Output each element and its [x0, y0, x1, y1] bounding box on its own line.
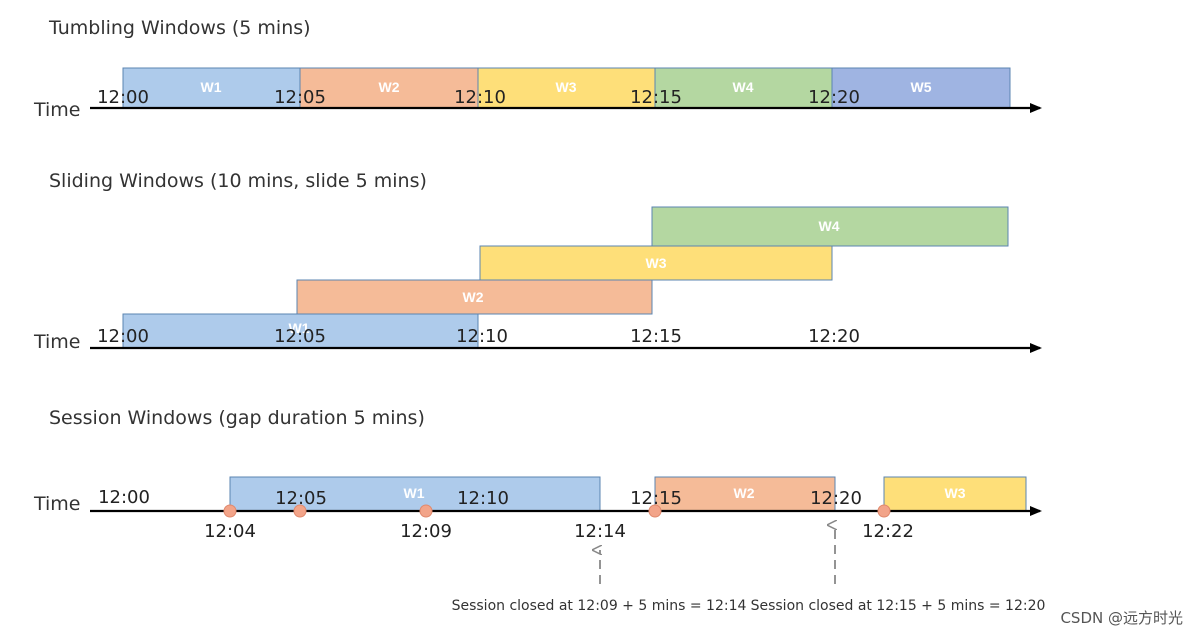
- session-windows: W1 W2 W3: [229, 476, 1027, 512]
- tumbling-window-w5-label: W5: [911, 79, 932, 95]
- tumbling-time-label: Time: [33, 99, 81, 121]
- tumbling-tick-1215: 12:15: [630, 87, 682, 108]
- tumbling-window-w1-label: W1: [201, 79, 222, 95]
- event-label-1204: 12:04: [204, 521, 256, 542]
- session-events: [223, 504, 891, 518]
- event-dot-1215: [648, 504, 662, 518]
- sliding-window-w1: [122, 313, 479, 349]
- sliding-windows: W4 W3 W2 W1: [122, 206, 1009, 349]
- event-label-1209: 12:09: [400, 521, 452, 542]
- sliding-tick-1220: 12:20: [808, 326, 860, 347]
- session-window-w1-label: W1: [404, 485, 425, 501]
- session-tick-1210: 12:10: [457, 488, 509, 509]
- sliding-tick-1205: 12:05: [274, 326, 326, 347]
- sliding-window-w4-label: W4: [819, 218, 840, 234]
- watermark: CSDN @远方时光: [1060, 609, 1183, 627]
- event-dot-1204: [223, 504, 237, 518]
- tumbling-window-w4-label: W4: [733, 79, 754, 95]
- session-section: Session Windows (gap duration 5 mins) W1…: [33, 407, 1045, 614]
- sliding-tick-1215: 12:15: [630, 326, 682, 347]
- tumbling-tick-1200: 12:00: [97, 87, 149, 108]
- event-dot-1222: [877, 504, 891, 518]
- tumbling-window-w3-label: W3: [556, 79, 577, 95]
- sliding-window-w4: [651, 206, 1009, 247]
- session-tick-1205: 12:05: [275, 488, 327, 509]
- sliding-tick-1200: 12:00: [97, 326, 149, 347]
- tumbling-section: Tumbling Windows (5 mins) W1 W2 W3 W4 W5…: [33, 17, 1042, 121]
- tumbling-title: Tumbling Windows (5 mins): [48, 17, 311, 39]
- tumbling-window-w4: [654, 67, 833, 109]
- sliding-time-label: Time: [33, 331, 81, 353]
- sliding-section: Sliding Windows (10 mins, slide 5 mins) …: [33, 170, 1042, 353]
- sliding-tick-1210: 12:10: [456, 326, 508, 347]
- session-window-w2: [654, 476, 836, 512]
- session-window-w3-label: W3: [945, 485, 966, 501]
- session-close-note-1: Session closed at 12:09 + 5 mins = 12:14: [452, 598, 747, 614]
- event-label-1214: 12:14: [574, 521, 626, 542]
- tumbling-window-w1: [122, 67, 301, 109]
- session-time-label: Time: [33, 493, 81, 515]
- tumbling-tick-1210: 12:10: [454, 87, 506, 108]
- event-dot-1205: [293, 504, 307, 518]
- session-window-w2-label: W2: [734, 485, 755, 501]
- sliding-title: Sliding Windows (10 mins, slide 5 mins): [49, 170, 427, 192]
- sliding-window-w2-label: W2: [463, 289, 484, 305]
- session-tick-1220: 12:20: [810, 488, 862, 509]
- tumbling-tick-1205: 12:05: [274, 87, 326, 108]
- session-tick-1215: 12:15: [630, 488, 682, 509]
- tumbling-windows: W1 W2 W3 W4 W5: [122, 67, 1011, 109]
- tumbling-window-w2-label: W2: [379, 79, 400, 95]
- tumbling-window-w2: [299, 67, 479, 109]
- session-window-w3: [883, 476, 1027, 512]
- tumbling-window-w3: [477, 67, 656, 109]
- event-label-1222: 12:22: [862, 521, 914, 542]
- sliding-window-w1-label: W1: [289, 320, 310, 336]
- tumbling-tick-1220: 12:20: [808, 87, 860, 108]
- sliding-window-w3-label: W3: [646, 255, 667, 271]
- sliding-window-w2: [296, 279, 653, 315]
- session-title: Session Windows (gap duration 5 mins): [49, 407, 425, 429]
- sliding-window-w3: [479, 245, 833, 281]
- event-dot-1209: [419, 504, 433, 518]
- session-close-note-2: Session closed at 12:15 + 5 mins = 12:20: [751, 598, 1046, 614]
- session-tick-1200: 12:00: [98, 487, 150, 508]
